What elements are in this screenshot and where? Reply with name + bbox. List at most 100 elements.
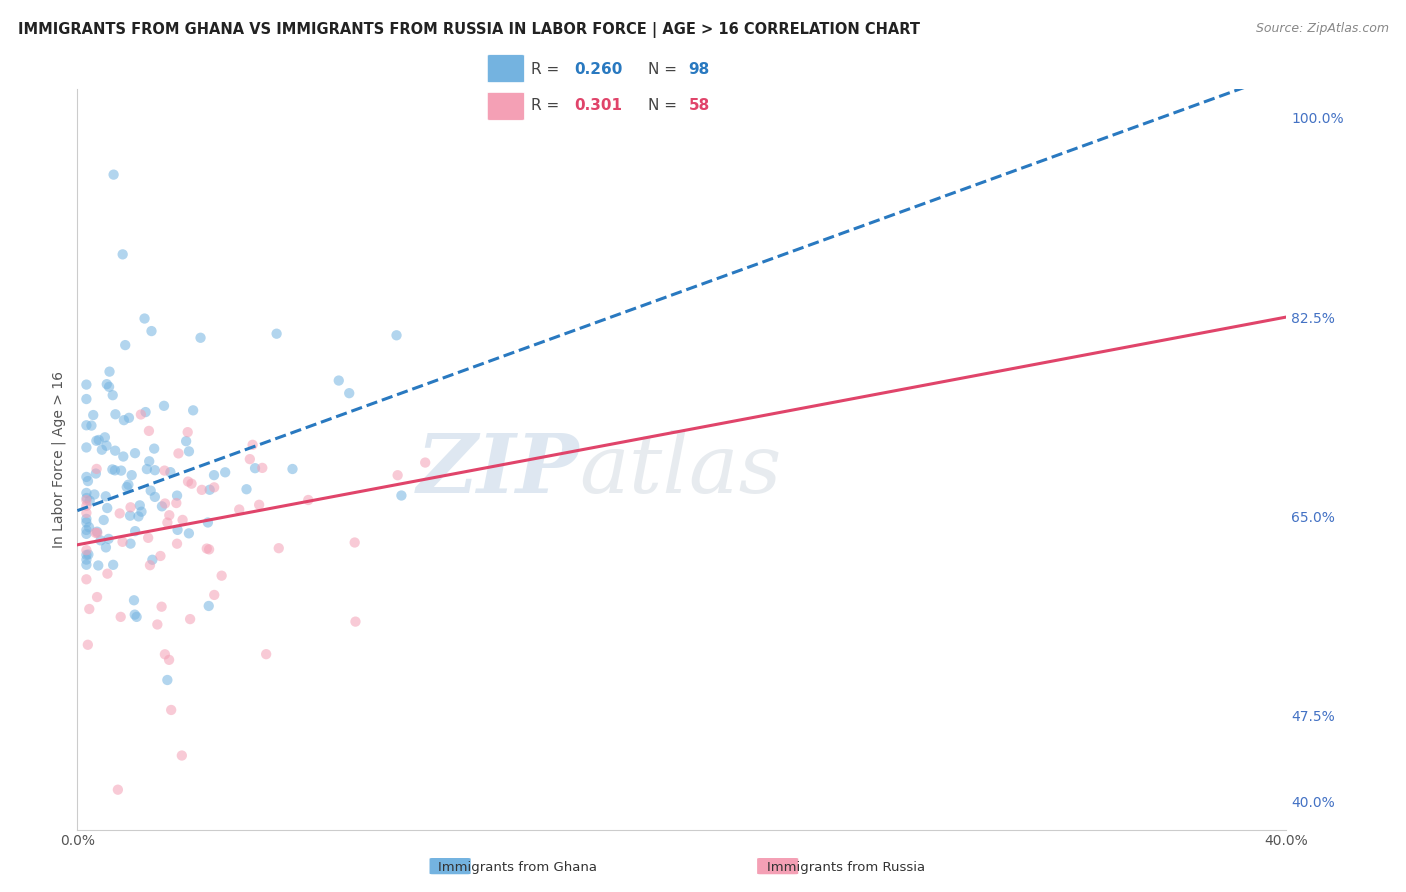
Point: [112, 450, 135, 464]
Point: [344, 615, 367, 629]
Point: [75, 486, 97, 500]
Point: [135, 405, 157, 419]
Point: [202, 588, 225, 602]
Point: [75, 558, 97, 572]
Point: [172, 513, 194, 527]
Point: [391, 489, 413, 503]
Point: [387, 468, 409, 483]
Point: [76, 491, 98, 505]
Point: [131, 505, 153, 519]
Text: ZIP: ZIP: [416, 431, 579, 510]
Point: [75, 572, 97, 586]
Point: [107, 782, 129, 797]
Text: 98: 98: [689, 62, 710, 77]
Point: [75, 512, 97, 526]
Point: [124, 446, 146, 460]
Point: [139, 483, 162, 498]
Point: [129, 408, 152, 422]
Point: [77, 548, 100, 562]
Text: IMMIGRANTS FROM GHANA VS IMMIGRANTS FROM RUSSIA IN LABOR FORCE | AGE > 16 CORREL: IMMIGRANTS FROM GHANA VS IMMIGRANTS FROM…: [18, 22, 921, 38]
Point: [114, 338, 136, 352]
Point: [156, 673, 179, 687]
Point: [198, 483, 221, 497]
Point: [90, 533, 112, 548]
Point: [104, 443, 127, 458]
Point: [157, 653, 180, 667]
Point: [103, 168, 125, 182]
Point: [413, 456, 436, 470]
Point: [159, 465, 181, 479]
Point: [117, 477, 139, 491]
Text: N =: N =: [648, 62, 682, 77]
Point: [197, 516, 219, 530]
Text: R =: R =: [530, 98, 564, 113]
FancyBboxPatch shape: [488, 54, 524, 83]
Point: [94, 489, 117, 503]
Point: [328, 374, 350, 388]
Text: 0.301: 0.301: [574, 98, 621, 113]
Point: [127, 509, 149, 524]
Point: [157, 508, 180, 523]
Point: [111, 247, 134, 261]
Point: [179, 612, 201, 626]
Point: [141, 324, 163, 338]
Point: [90, 442, 112, 457]
Point: [149, 549, 172, 563]
Point: [96, 566, 118, 581]
Point: [87, 433, 110, 447]
Point: [96, 501, 118, 516]
Point: [125, 610, 148, 624]
Point: [153, 399, 176, 413]
Point: [101, 462, 124, 476]
Point: [96, 377, 118, 392]
Point: [190, 331, 212, 345]
Point: [75, 548, 97, 562]
Point: [166, 489, 188, 503]
Point: [166, 537, 188, 551]
Text: 0.260: 0.260: [574, 62, 623, 77]
Point: [98, 365, 121, 379]
Point: [77, 520, 100, 534]
Point: [84, 525, 107, 540]
Text: atlas: atlas: [579, 431, 782, 510]
Point: [80, 418, 103, 433]
Point: [121, 468, 143, 483]
Point: [104, 407, 127, 421]
Point: [128, 499, 150, 513]
Text: Immigrants from Russia: Immigrants from Russia: [768, 862, 925, 874]
Point: [75, 527, 97, 541]
Point: [111, 534, 134, 549]
Point: [143, 490, 166, 504]
Point: [252, 461, 274, 475]
Point: [197, 599, 219, 613]
Point: [211, 568, 233, 582]
Point: [122, 593, 145, 607]
Point: [86, 526, 108, 541]
Point: [385, 328, 408, 343]
Point: [97, 532, 120, 546]
Point: [98, 380, 121, 394]
Point: [115, 480, 138, 494]
Point: [83, 487, 105, 501]
Point: [93, 513, 115, 527]
Point: [120, 508, 142, 523]
Point: [176, 425, 198, 439]
Point: [254, 647, 277, 661]
FancyBboxPatch shape: [429, 857, 471, 875]
Point: [228, 502, 250, 516]
Point: [75, 392, 97, 406]
Point: [239, 452, 262, 467]
Point: [143, 442, 166, 456]
Point: [86, 524, 108, 539]
Point: [181, 403, 204, 417]
Text: Source: ZipAtlas.com: Source: ZipAtlas.com: [1256, 22, 1389, 36]
Point: [242, 438, 264, 452]
Point: [76, 638, 98, 652]
FancyBboxPatch shape: [756, 857, 799, 875]
Point: [138, 424, 160, 438]
Point: [136, 531, 159, 545]
Point: [167, 446, 190, 460]
Point: [75, 552, 97, 566]
Point: [214, 465, 236, 479]
Point: [101, 388, 124, 402]
